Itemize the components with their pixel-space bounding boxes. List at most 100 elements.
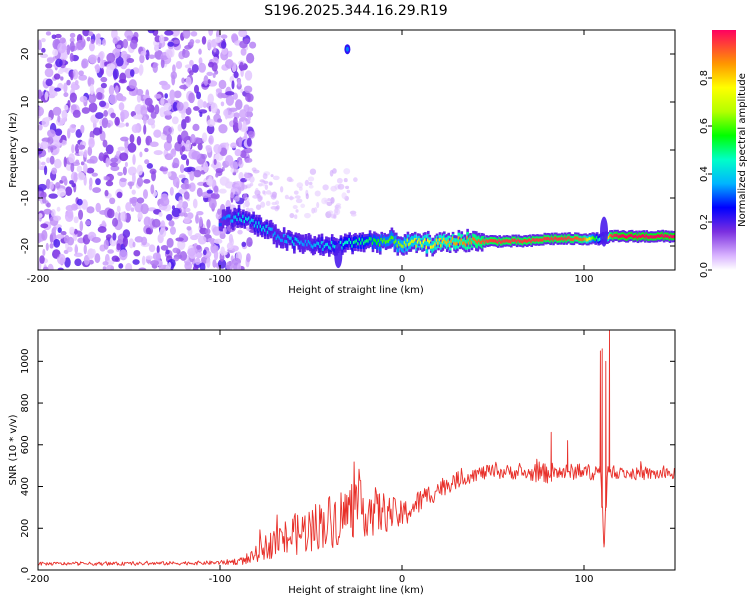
- spectrogram-ytick-label: -20: [20, 238, 31, 254]
- noise-blob: [105, 144, 114, 155]
- noise-blob: [163, 110, 173, 116]
- ridge-core: [268, 226, 271, 231]
- noise-blob: [38, 233, 42, 244]
- noise-blob: [176, 101, 184, 111]
- noise-blob: [129, 69, 135, 77]
- ridge-core: [627, 234, 631, 238]
- ridge-core: [233, 215, 236, 219]
- ridge-core: [409, 241, 413, 245]
- noise-blob: [148, 244, 156, 253]
- noise-blob: [191, 63, 199, 73]
- noise-blob: [191, 150, 201, 160]
- noise-blob: [99, 209, 109, 215]
- ridge-core: [346, 240, 350, 245]
- noise-blob: [55, 33, 62, 39]
- noise-blob: [246, 237, 253, 248]
- noise-blob: [112, 37, 118, 44]
- noise-blob: [244, 131, 248, 140]
- noise-blob: [249, 182, 254, 187]
- ridge-core: [263, 228, 267, 232]
- noise-blob: [101, 220, 106, 227]
- ridge-core: [428, 240, 432, 244]
- ridge-core: [667, 234, 670, 238]
- noise-blob: [180, 183, 190, 190]
- noise-blob: [52, 106, 62, 116]
- ridge-core: [629, 233, 632, 238]
- noise-blob: [232, 92, 238, 100]
- ridge-core: [550, 236, 554, 240]
- noise-blob: [225, 142, 229, 151]
- noise-blob: [106, 264, 114, 270]
- noise-blob: [53, 73, 61, 80]
- ridge-core: [499, 240, 503, 244]
- noise-blob: [88, 138, 95, 148]
- noise-blob: [50, 208, 56, 217]
- ridge-core: [562, 237, 566, 241]
- noise-blob: [159, 55, 169, 61]
- noise-blob: [144, 147, 149, 153]
- ridge-core: [360, 241, 363, 245]
- noise-blob: [188, 92, 195, 104]
- ridge-core: [387, 239, 391, 243]
- noise-blob: [178, 199, 183, 208]
- ridge-core: [450, 239, 453, 243]
- ridge-core: [496, 240, 500, 244]
- noise-blob: [247, 130, 255, 138]
- noise-blob: [206, 257, 211, 269]
- noise-blob: [122, 166, 127, 176]
- noise-blob: [180, 154, 188, 161]
- noise-blob: [178, 174, 186, 179]
- spectrogram-x-label: Height of straight line (km): [288, 285, 424, 296]
- noise-blob: [159, 106, 166, 118]
- noise-blob: [295, 198, 303, 204]
- ridge-core: [245, 216, 248, 221]
- noise-blob: [224, 109, 229, 120]
- ridge-core: [322, 247, 325, 251]
- noise-blob: [46, 157, 51, 164]
- noise-blob: [126, 57, 135, 64]
- ridge-core: [657, 234, 660, 238]
- noise-blob: [185, 207, 191, 213]
- noise-blob: [172, 64, 176, 73]
- ridge-core: [256, 225, 260, 229]
- noise-blob: [308, 184, 314, 189]
- noise-blob: [46, 202, 51, 208]
- noise-blob: [225, 261, 234, 270]
- noise-blob: [169, 186, 174, 196]
- ridge-core: [243, 219, 247, 224]
- ridge-core: [457, 236, 461, 240]
- noise-blob: [249, 41, 257, 49]
- noise-blob: [151, 218, 161, 228]
- noise-blob: [295, 209, 299, 213]
- noise-blob: [81, 60, 87, 69]
- ridge-core: [371, 241, 375, 245]
- noise-blob: [141, 255, 146, 266]
- noise-blob: [193, 106, 200, 111]
- ridge-core: [415, 244, 418, 248]
- noise-blob: [168, 220, 175, 227]
- ridge-core: [454, 242, 458, 246]
- noise-blob: [270, 174, 274, 178]
- ridge-core: [405, 243, 408, 247]
- noise-blob: [235, 99, 243, 110]
- noise-blob: [92, 187, 102, 193]
- noise-blob: [330, 185, 338, 192]
- ridge-core: [231, 219, 235, 223]
- noise-blob: [91, 248, 96, 257]
- noise-blob: [42, 197, 47, 204]
- ridge-core: [370, 237, 373, 241]
- noise-blob: [171, 207, 181, 218]
- noise-blob: [171, 116, 179, 125]
- noise-blob: [207, 237, 216, 243]
- ridge-core: [236, 217, 239, 222]
- ridge-core: [309, 241, 312, 245]
- ridge-core: [609, 234, 612, 238]
- ridge-core: [579, 237, 583, 241]
- ridge-core: [636, 235, 640, 240]
- ridge-core: [572, 237, 576, 242]
- ridge-core: [228, 214, 232, 218]
- ridge-core: [421, 244, 424, 248]
- noise-blob: [166, 134, 173, 144]
- ridge-core: [510, 240, 513, 244]
- noise-blob: [151, 170, 156, 182]
